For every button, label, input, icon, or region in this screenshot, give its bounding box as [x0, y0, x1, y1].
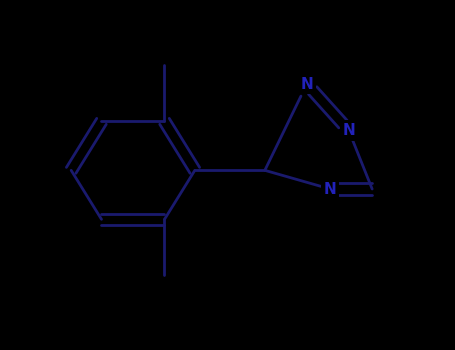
Text: N: N [300, 77, 313, 91]
Text: N: N [343, 123, 355, 138]
Text: N: N [324, 182, 337, 196]
